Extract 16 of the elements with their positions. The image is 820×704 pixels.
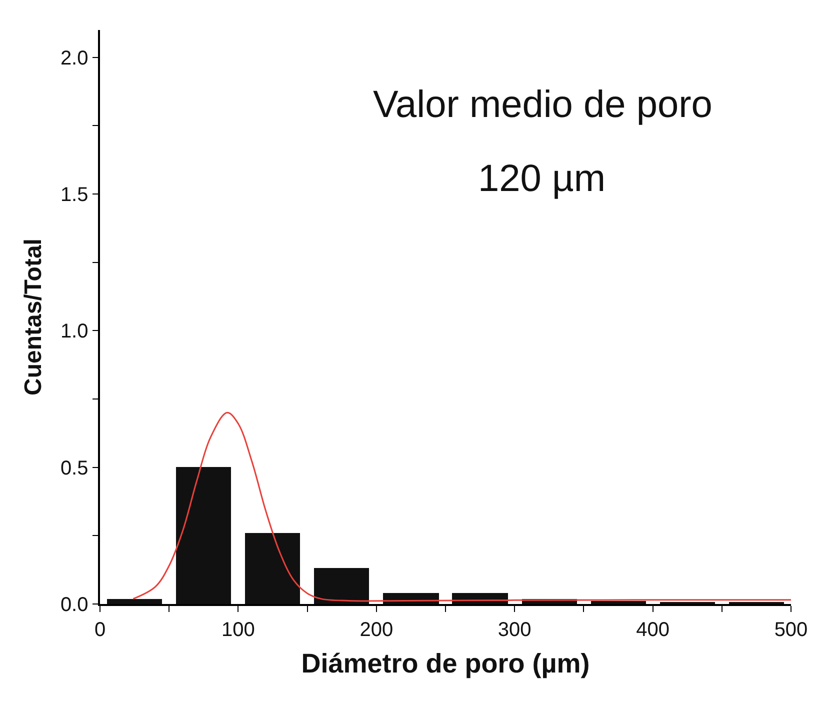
y-tick-label: 1.5: [60, 184, 88, 206]
x-tick-label: 100: [222, 618, 255, 641]
y-axis-title: Cuentas/Total: [20, 238, 48, 396]
x-tick-label: 300: [498, 618, 532, 641]
x-tick-label: 400: [636, 618, 670, 641]
y-tick-label: 1.0: [60, 320, 88, 343]
x-axis-title: Diámetro de poro (µm): [301, 648, 590, 679]
y-tick-label: 2.0: [60, 47, 88, 70]
x-tick-label: 0: [94, 618, 106, 641]
annotation: Valor medio de poro: [373, 84, 712, 126]
line-series: [132, 412, 791, 602]
annotation: 120 µm: [478, 158, 606, 200]
x-tick-label: 500: [774, 618, 808, 641]
y-tick-label: 0.0: [60, 594, 88, 616]
y-tick-label: 0.5: [60, 457, 88, 480]
x-tick-label: 200: [360, 618, 394, 641]
